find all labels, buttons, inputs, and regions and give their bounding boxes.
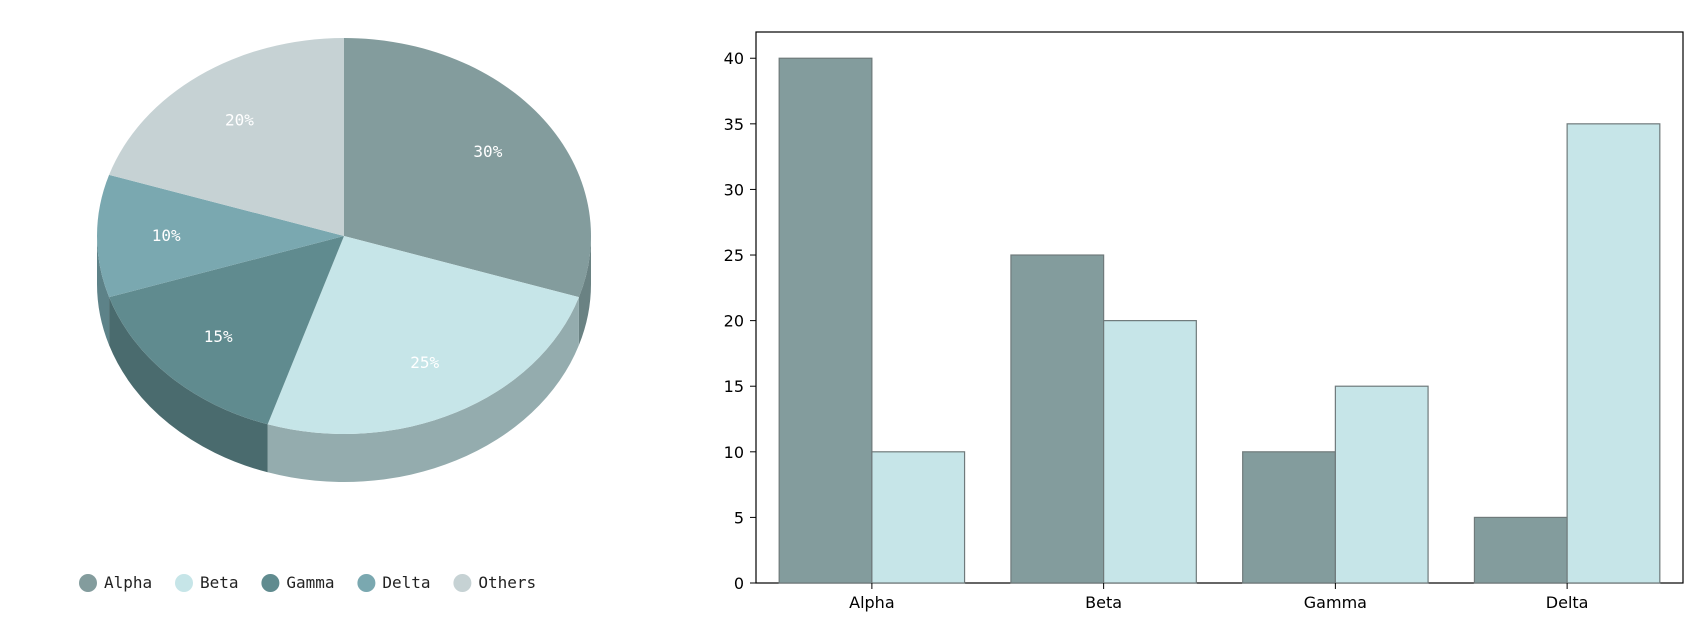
bar-delta-series-1 [1473, 516, 1568, 584]
legend-swatch [175, 574, 193, 592]
y-tick-label: 15 [724, 377, 744, 396]
y-tick-label: 5 [734, 508, 744, 527]
legend-swatch [357, 574, 376, 592]
y-tick-label: 30 [724, 180, 744, 199]
y-tick-label: 20 [724, 312, 744, 331]
pie-side-beta [267, 297, 579, 482]
pie-slice-others [109, 38, 344, 236]
legend-label: Gamma [286, 573, 334, 592]
legend-label: Beta [200, 573, 239, 592]
plot-frame [755, 31, 1684, 584]
pie-value-label: 25% [410, 353, 439, 372]
legend-label: Others [478, 573, 536, 592]
pie-slice-alpha [344, 38, 591, 298]
legend-item-beta: Beta [175, 573, 239, 592]
pie-slice-gamma [109, 236, 344, 425]
bar-beta-series-2 [1103, 320, 1197, 584]
y-tick-label: 0 [734, 574, 744, 593]
legend-item-alpha: Alpha [79, 573, 152, 592]
x-tick-label: Delta [1546, 593, 1589, 612]
pie-slice-beta [267, 236, 579, 434]
bar-beta-series-1 [1010, 254, 1105, 584]
legend-swatch [79, 574, 97, 592]
x-tick-label: Alpha [849, 593, 895, 612]
x-tick-label: Beta [1085, 593, 1122, 612]
legend-label: Delta [382, 573, 430, 592]
pie-side-alpha [578, 236, 591, 346]
legend-item-others: Others [453, 573, 536, 592]
pie-value-label: 15% [204, 327, 233, 346]
pie-legend: Alpha Beta Gamma Delta Others [79, 573, 536, 592]
bar-gamma-series-1 [1242, 451, 1336, 584]
y-tick-label: 35 [724, 115, 744, 134]
pie-value-label: 30% [473, 142, 502, 161]
bar-gamma-series-2 [1334, 385, 1429, 584]
y-tick-label: 25 [724, 246, 744, 265]
legend-item-delta: Delta [357, 573, 431, 592]
bar-alpha-series-1 [778, 57, 873, 584]
legend-swatch [261, 574, 280, 592]
bar-delta-series-2 [1566, 123, 1661, 584]
legend-label: Alpha [104, 573, 152, 592]
pie-side-delta [97, 236, 110, 346]
pie-value-label: 10% [152, 226, 181, 245]
x-tick-label: Gamma [1304, 593, 1367, 612]
pie-slice-delta [97, 174, 344, 298]
bar-chart: 0 5 10 15 20 25 30 35 40 Alpha Beta Gamma Delta [724, 31, 1684, 612]
legend-swatch [453, 574, 472, 592]
legend-item-gamma: Gamma [261, 573, 335, 592]
y-tick-label: 10 [724, 443, 744, 462]
bar-alpha-series-2 [871, 451, 966, 584]
pie-chart: 30% 25% 15% 10% 20% [97, 38, 591, 482]
pie-side-gamma [109, 297, 268, 473]
y-tick-label: 40 [724, 49, 744, 68]
pie-value-label: 20% [225, 111, 254, 130]
